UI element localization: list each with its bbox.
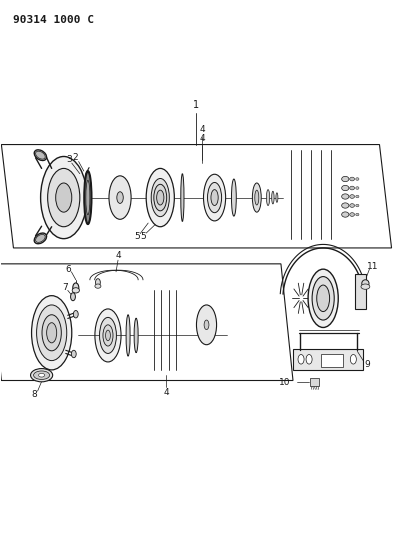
Ellipse shape — [146, 168, 174, 227]
Ellipse shape — [73, 283, 79, 293]
Ellipse shape — [71, 350, 76, 358]
Ellipse shape — [40, 157, 87, 239]
Ellipse shape — [103, 325, 113, 346]
Ellipse shape — [73, 311, 78, 318]
Ellipse shape — [84, 171, 92, 224]
Ellipse shape — [196, 305, 217, 345]
Ellipse shape — [151, 179, 169, 216]
Ellipse shape — [30, 368, 53, 382]
Ellipse shape — [36, 305, 67, 361]
Ellipse shape — [34, 371, 50, 379]
Ellipse shape — [342, 185, 349, 191]
Ellipse shape — [356, 204, 359, 207]
Ellipse shape — [276, 193, 278, 203]
Ellipse shape — [207, 182, 222, 213]
Ellipse shape — [298, 354, 304, 364]
Text: 2: 2 — [72, 154, 78, 163]
Ellipse shape — [266, 190, 270, 206]
Ellipse shape — [342, 212, 349, 217]
Ellipse shape — [308, 269, 338, 327]
Ellipse shape — [32, 296, 72, 370]
Bar — [354, 274, 366, 309]
Text: 5: 5 — [134, 232, 140, 241]
Text: 90314 1000 C: 90314 1000 C — [13, 14, 94, 25]
Text: 4: 4 — [164, 387, 169, 397]
Ellipse shape — [204, 320, 209, 329]
Text: 1: 1 — [194, 100, 200, 110]
Ellipse shape — [181, 174, 184, 221]
Ellipse shape — [252, 183, 261, 212]
Text: 7: 7 — [62, 283, 68, 292]
Ellipse shape — [106, 330, 111, 341]
Ellipse shape — [95, 309, 121, 362]
Ellipse shape — [350, 204, 354, 207]
Ellipse shape — [317, 285, 330, 312]
Text: 4: 4 — [200, 125, 205, 134]
Text: 3: 3 — [66, 155, 72, 164]
Ellipse shape — [36, 235, 45, 243]
Ellipse shape — [42, 315, 61, 351]
Ellipse shape — [38, 373, 45, 377]
Ellipse shape — [255, 190, 259, 205]
Ellipse shape — [134, 318, 138, 353]
Text: 6: 6 — [66, 265, 71, 273]
Ellipse shape — [356, 213, 359, 216]
Ellipse shape — [117, 192, 123, 204]
Ellipse shape — [48, 168, 80, 227]
Ellipse shape — [34, 150, 47, 160]
Ellipse shape — [126, 315, 130, 356]
Ellipse shape — [356, 195, 359, 198]
Ellipse shape — [306, 354, 312, 364]
Ellipse shape — [356, 187, 359, 189]
Ellipse shape — [109, 176, 131, 219]
Ellipse shape — [100, 317, 116, 353]
Text: 8: 8 — [32, 390, 37, 399]
Text: 5: 5 — [140, 232, 146, 241]
Ellipse shape — [350, 177, 354, 181]
Ellipse shape — [356, 177, 359, 180]
Ellipse shape — [232, 179, 236, 216]
Ellipse shape — [362, 280, 369, 287]
Ellipse shape — [95, 284, 101, 288]
Ellipse shape — [350, 186, 354, 190]
Ellipse shape — [312, 277, 334, 320]
Ellipse shape — [36, 151, 45, 159]
Ellipse shape — [350, 195, 354, 198]
Ellipse shape — [350, 354, 356, 364]
Text: 9: 9 — [364, 360, 370, 369]
Ellipse shape — [70, 293, 75, 301]
Ellipse shape — [203, 174, 226, 221]
Ellipse shape — [56, 183, 72, 212]
Ellipse shape — [350, 213, 354, 216]
Bar — [310, 378, 319, 386]
Text: 4: 4 — [200, 134, 205, 143]
Bar — [321, 354, 343, 367]
Ellipse shape — [34, 233, 47, 244]
Ellipse shape — [361, 284, 370, 289]
Ellipse shape — [154, 184, 167, 211]
Ellipse shape — [72, 288, 79, 293]
Ellipse shape — [272, 191, 274, 204]
Ellipse shape — [157, 190, 164, 205]
Ellipse shape — [86, 180, 90, 215]
Text: 4: 4 — [116, 252, 121, 261]
Ellipse shape — [96, 279, 100, 286]
Text: 10: 10 — [279, 377, 290, 386]
Ellipse shape — [211, 190, 218, 206]
Polygon shape — [293, 349, 363, 370]
Ellipse shape — [47, 322, 57, 343]
Ellipse shape — [342, 203, 349, 208]
Ellipse shape — [342, 194, 349, 199]
Text: 11: 11 — [367, 262, 378, 271]
Ellipse shape — [342, 176, 349, 182]
